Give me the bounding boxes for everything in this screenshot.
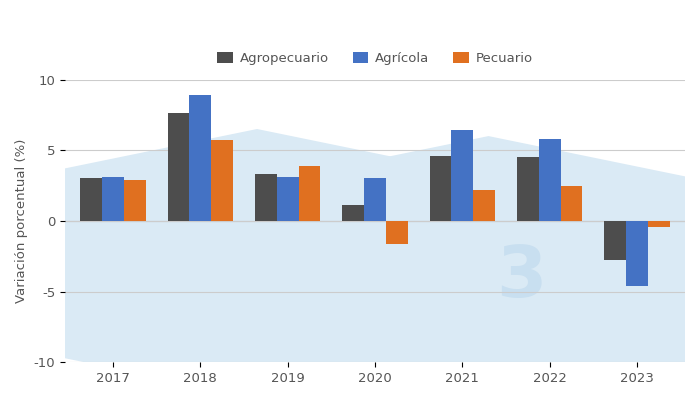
- Bar: [648, 221, 670, 226]
- Bar: [561, 186, 582, 221]
- Bar: [604, 221, 626, 260]
- Bar: [386, 221, 407, 244]
- Text: 3: 3: [496, 242, 547, 312]
- Bar: [102, 177, 124, 221]
- Text: 3: 3: [265, 236, 315, 304]
- Bar: [342, 205, 364, 221]
- Bar: [124, 180, 146, 221]
- Bar: [517, 157, 539, 221]
- Bar: [430, 156, 452, 221]
- Polygon shape: [0, 129, 700, 398]
- Bar: [255, 174, 276, 221]
- Bar: [190, 95, 211, 221]
- Bar: [626, 221, 648, 286]
- Bar: [167, 114, 190, 221]
- Legend: Agropecuario, Agrícola, Pecuario: Agropecuario, Agrícola, Pecuario: [212, 46, 538, 70]
- Bar: [276, 177, 298, 221]
- Bar: [452, 130, 473, 221]
- Bar: [298, 166, 321, 221]
- Bar: [80, 178, 102, 221]
- Bar: [539, 139, 561, 221]
- Polygon shape: [0, 136, 700, 400]
- Bar: [473, 190, 495, 221]
- Y-axis label: Variación porcentual (%): Variación porcentual (%): [15, 139, 28, 303]
- Bar: [211, 140, 233, 221]
- Bar: [364, 178, 386, 221]
